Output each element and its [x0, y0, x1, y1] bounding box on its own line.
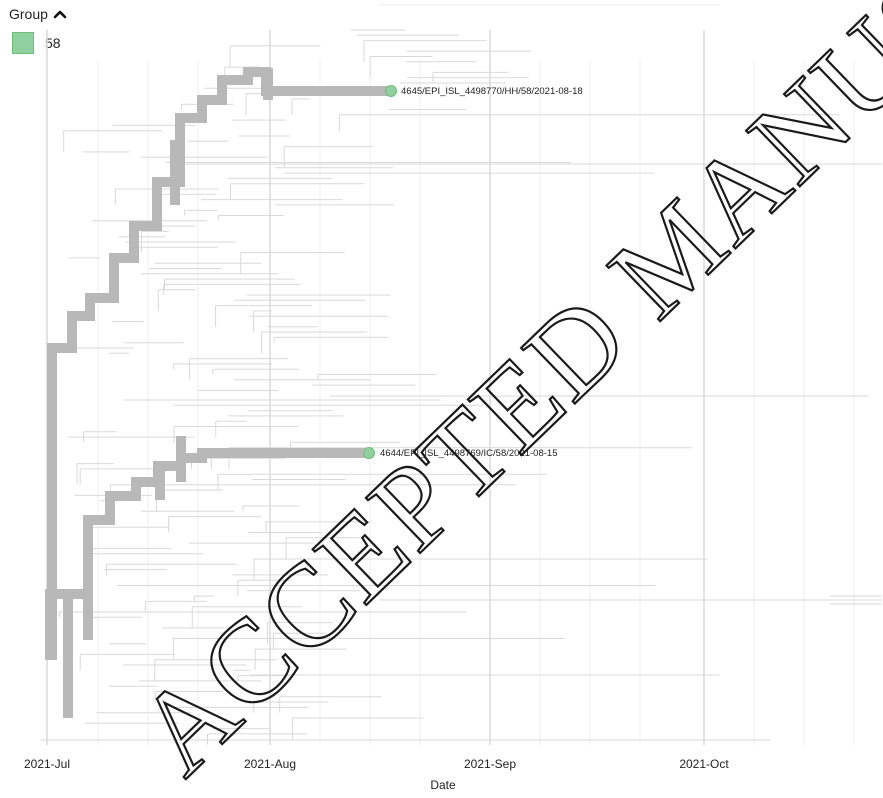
highlighted-lineages: [45, 67, 388, 718]
axis-label: Date: [430, 778, 456, 792]
tick-label-aug: 2021-Aug: [244, 757, 296, 771]
legend-title: Group: [9, 6, 48, 22]
watermark: ACCEPTED MANUSCRIPT: [112, 0, 883, 798]
lineage-4645: [47, 67, 388, 660]
tip-4645[interactable]: 4645/EPI_ISL_4498770/HH/58/2021-08-18: [385, 85, 583, 98]
legend-swatch: [12, 32, 34, 54]
legend-header[interactable]: Group: [9, 6, 67, 22]
tip-marker[interactable]: [385, 85, 397, 97]
root-lineage: [45, 589, 73, 718]
tick-label-oct: 2021-Oct: [679, 757, 729, 771]
tip-4644[interactable]: 4644/EPI_ISL_4498769/IC/58/2021-08-15: [363, 447, 558, 460]
legend-item-label: 58: [45, 35, 61, 51]
tip-label: 4645/EPI_ISL_4498770/HH/58/2021-08-18: [401, 86, 583, 97]
tip-label: 4644/EPI_ISL_4498769/IC/58/2021-08-15: [380, 448, 557, 459]
tip-marker[interactable]: [363, 447, 375, 459]
legend-item-58[interactable]: 58: [12, 32, 61, 54]
tick-label-jul: 2021-Jul: [24, 757, 70, 771]
lineage-4644: [68, 448, 366, 599]
chevron-up-icon[interactable]: [53, 9, 67, 19]
x-axis: 2021-Jul 2021-Aug 2021-Sep 2021-Oct Date: [24, 757, 729, 792]
tick-label-sep: 2021-Sep: [464, 757, 516, 771]
